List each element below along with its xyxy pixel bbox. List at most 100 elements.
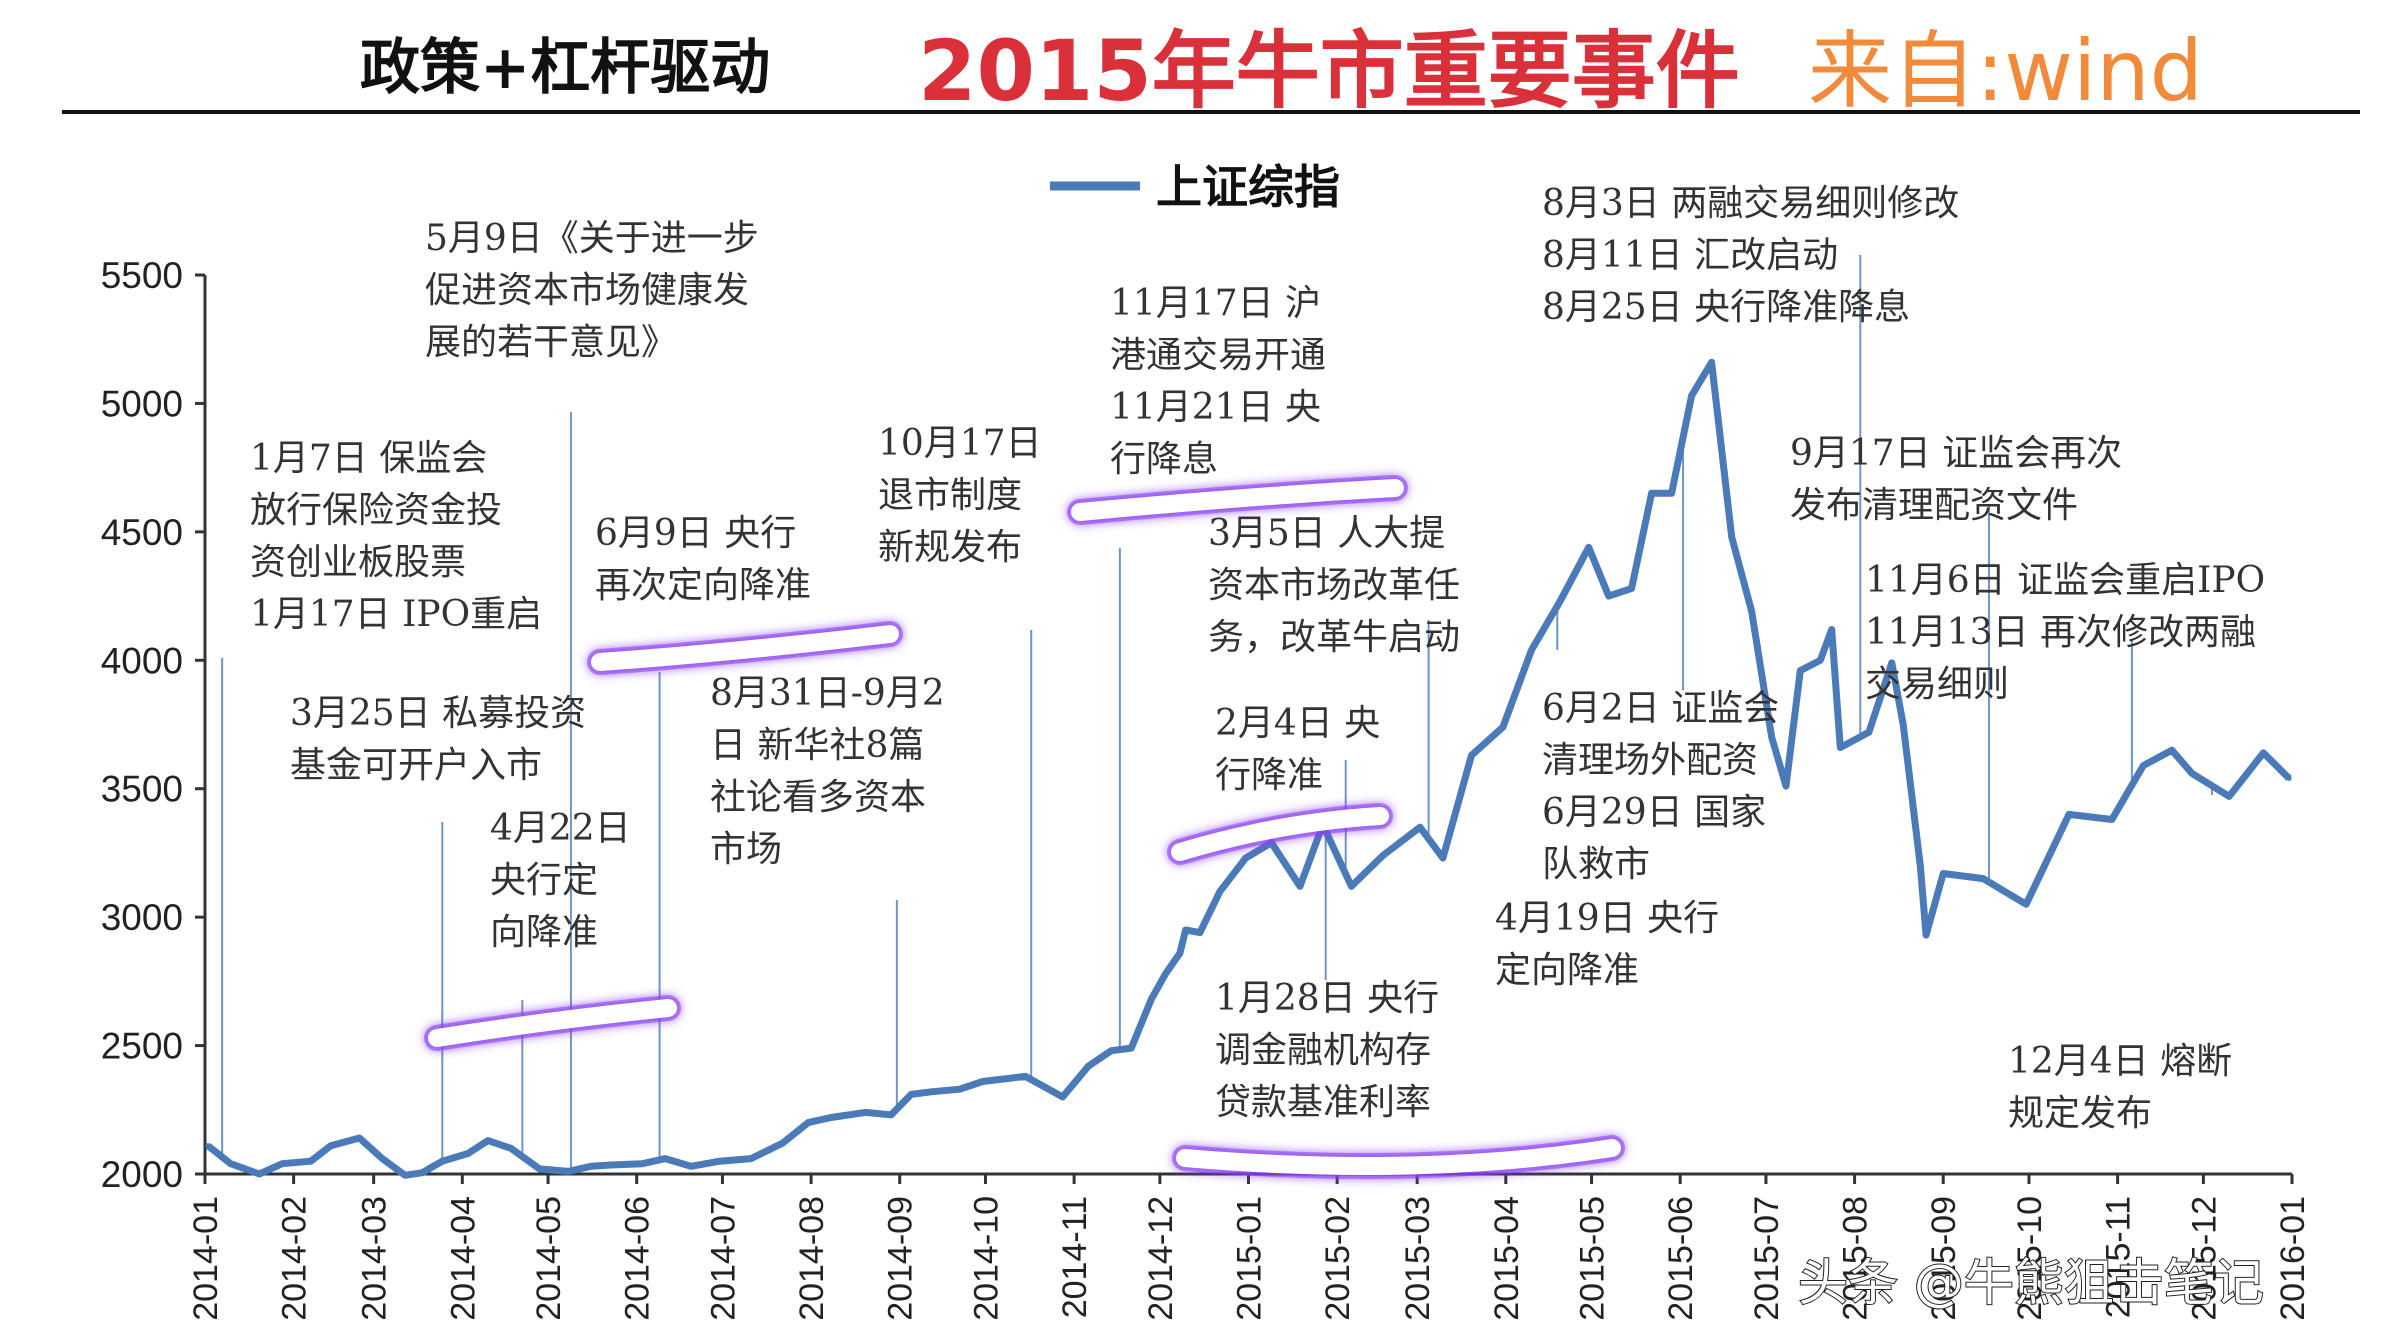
annotation-line: 8月3日 两融交易细则修改 bbox=[1542, 183, 1959, 224]
watermark: 头条 @牛熊狙击笔记 bbox=[1798, 1254, 2264, 1312]
series-point bbox=[588, 1163, 594, 1169]
series-point bbox=[688, 1163, 694, 1169]
series-point bbox=[228, 1161, 234, 1167]
annotation-2015-04-19: 4月19日 央行定向降准 bbox=[1495, 898, 1719, 991]
annotation-2014-03-25: 3月25日 私募投资基金可开户入市 bbox=[290, 693, 586, 786]
series-point bbox=[2169, 747, 2175, 753]
series-point bbox=[1217, 889, 1223, 894]
series-point bbox=[1586, 544, 1592, 550]
series-point bbox=[1417, 824, 1423, 830]
annotation-line: 交易细则 bbox=[1865, 664, 2009, 705]
x-tick-label: 2015-10 bbox=[2011, 1196, 2049, 1321]
x-tick-label: 2014-03 bbox=[356, 1196, 394, 1321]
series-point bbox=[805, 1120, 811, 1126]
annotation-line: 11月21日 央 bbox=[1110, 387, 1321, 428]
chart-title: 2015年牛市重要事件 bbox=[918, 22, 1740, 120]
x-tick-label: 2014-10 bbox=[967, 1196, 1005, 1321]
series-layer bbox=[205, 358, 2292, 1179]
series-point bbox=[439, 1158, 445, 1164]
series-point bbox=[1148, 996, 1154, 1002]
series-point bbox=[2140, 763, 2146, 769]
x-tick-label: 2015-02 bbox=[1319, 1196, 1357, 1321]
annotation-line: 3月25日 私募投资 bbox=[290, 693, 586, 734]
series-point bbox=[565, 1168, 571, 1174]
annotation-line: 社论看多资本 bbox=[710, 777, 926, 818]
series-point bbox=[328, 1143, 334, 1149]
y-tick-label: 4000 bbox=[101, 640, 183, 681]
series-point bbox=[1348, 883, 1354, 889]
x-tick-label: 2015-07 bbox=[1748, 1196, 1786, 1321]
series-point bbox=[780, 1140, 785, 1146]
series-point bbox=[1380, 853, 1386, 858]
series-point bbox=[1163, 971, 1169, 977]
series-point bbox=[1197, 930, 1203, 936]
x-tick-label: 2015-09 bbox=[1925, 1196, 1963, 1321]
x-tick-label: 2015-11 bbox=[2100, 1196, 2138, 1318]
x-tick-label: 2014-06 bbox=[619, 1196, 657, 1321]
annotation-line: 规定发布 bbox=[2008, 1093, 2152, 1134]
series-point bbox=[1917, 863, 1923, 869]
series-point bbox=[1023, 1073, 1028, 1079]
annotation-2015-12-04: 12月4日 熔断规定发布 bbox=[2008, 1041, 2232, 1134]
annotation-line: 日 新华社8篇 bbox=[710, 725, 924, 766]
series-point bbox=[1128, 1045, 1134, 1051]
annotation-line: 清理场外配资 bbox=[1542, 740, 1758, 781]
source-label: 来自:wind bbox=[1808, 22, 2203, 120]
x-tick-label: 2014-12 bbox=[1142, 1196, 1180, 1321]
x-tick-label: 2014-08 bbox=[793, 1196, 831, 1321]
series-point bbox=[957, 1086, 963, 1092]
annotation-line: 央行定 bbox=[490, 860, 598, 901]
annotation-line: 贷款基准利率 bbox=[1215, 1082, 1431, 1123]
highlight-mark-feb-2015 bbox=[1171, 807, 1389, 861]
annotation-2015-06-02: 6月2日 证监会清理场外配资 6月29日 国家队救市 bbox=[1542, 688, 1779, 885]
annotations: 1月7日 保监会放行保险资金投资创业板股票 1月17日 IPO重启 3月25日 私募… bbox=[250, 183, 2265, 1134]
annotation-line: 放行保险资金投 bbox=[250, 490, 502, 531]
series-point bbox=[419, 1170, 425, 1176]
series-point bbox=[639, 1161, 645, 1167]
annotation-line: 1月28日 央行 bbox=[1215, 978, 1439, 1019]
series-point bbox=[1469, 752, 1474, 758]
series-point bbox=[2260, 750, 2266, 756]
annotation-line: 行降息 bbox=[1110, 439, 1218, 480]
series-point bbox=[1769, 734, 1775, 740]
annotation-2015-09-17: 9月17日 证监会再次发布清理配资文件 bbox=[1790, 433, 2122, 526]
series-point bbox=[1085, 1063, 1091, 1069]
series-point bbox=[1817, 657, 1823, 663]
annotation-line: 1月7日 保监会 bbox=[250, 438, 487, 479]
annotation-line: 资本市场改革任 bbox=[1208, 565, 1460, 606]
series-point bbox=[888, 1112, 894, 1118]
series-point bbox=[748, 1156, 754, 1162]
annotation-line: 退市制度 bbox=[878, 475, 1022, 516]
series-point bbox=[1243, 855, 1249, 861]
series-point bbox=[279, 1161, 285, 1167]
series-point bbox=[308, 1158, 314, 1164]
series-point bbox=[1669, 490, 1675, 496]
annotation-line: 4月22日 bbox=[490, 808, 631, 849]
x-tick-label: 2015-12 bbox=[2185, 1196, 2223, 1321]
annotation-2015-01-28: 1月28日 央行调金融机构存贷款基准利率 bbox=[1215, 978, 1439, 1123]
series-point bbox=[1900, 722, 1906, 727]
header-left-title: 政策+杠杆驱动 bbox=[360, 33, 770, 103]
series-point bbox=[862, 1109, 868, 1115]
series-point bbox=[2109, 817, 2115, 822]
annotation-line: 展的若干意见》 bbox=[425, 322, 677, 363]
x-tick-label: 2015-04 bbox=[1488, 1196, 1526, 1321]
highlight-marks bbox=[424, 475, 1625, 1179]
series-point bbox=[485, 1138, 491, 1144]
series-point bbox=[356, 1135, 362, 1141]
series-point bbox=[1177, 950, 1183, 956]
annotation-line: 12月4日 熔断 bbox=[2008, 1041, 2232, 1082]
annotation-line: 2月4日 央 bbox=[1215, 703, 1380, 744]
annotation-line: 发布清理配资文件 bbox=[1790, 485, 2078, 526]
annotation-line: 6月9日 央行 bbox=[595, 513, 796, 554]
annotation-line: 行降准 bbox=[1215, 755, 1323, 796]
series-point bbox=[928, 1089, 934, 1095]
series-point bbox=[662, 1156, 668, 1162]
x-ticks: 2014-01 2014-02 2014-03 2014-04 2014-05 2014-… bbox=[187, 1174, 2312, 1321]
x-tick-label: 2015-08 bbox=[1837, 1196, 1875, 1321]
series-point bbox=[2286, 775, 2292, 781]
y-tick-label: 5500 bbox=[101, 255, 183, 296]
annotation-2015-08-03: 8月3日 两融交易细则修改 8月11日 汇改启动 8月25日 央行降准降息 bbox=[1542, 183, 1959, 328]
series-point bbox=[1889, 660, 1895, 666]
legend: 上证综指 bbox=[1050, 160, 1340, 214]
